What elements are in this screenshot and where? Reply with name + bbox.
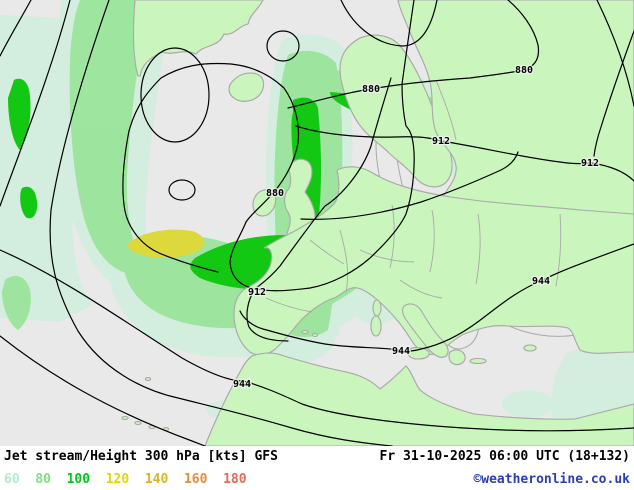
contour-label-layer: 880 880 880 912 912 912 944 944 944 (232, 64, 601, 392)
product-title: Jet stream/Height 300 hPa [kts] GFS (4, 449, 278, 464)
wind-speed-scale: 60 80 100 120 140 160 180 (4, 468, 253, 487)
contour-label-912-biscay: 912 (248, 287, 266, 298)
weather-map: 880 880 880 912 912 912 944 944 944 (0, 0, 634, 447)
valid-time-label: Fr 31-10-2025 06:00 UTC (18+132) (379, 449, 630, 464)
contour-912-west (246, 77, 392, 342)
scale-value-120: 120 (105, 472, 130, 487)
contour-closed-low (140, 47, 210, 143)
caption-bar: Jet stream/Height 300 hPa [kts] GFS Fr 3… (0, 446, 634, 490)
contour-944-east (239, 243, 634, 352)
scale-value-100: 100 (66, 472, 91, 487)
jet-shading-120kts (127, 229, 204, 258)
contour-944-west (0, 249, 634, 432)
country-borders (265, 79, 562, 313)
contour-label-912-finland: 912 (432, 136, 450, 147)
contour-label-880-russia: 880 (515, 65, 533, 76)
contour-label-880-norway: 880 (362, 84, 380, 95)
contour-880-north (287, 0, 540, 109)
scale-value-60: 60 (4, 472, 20, 487)
contour-label-880-ireland: 880 (266, 188, 284, 199)
scale-value-160: 160 (183, 472, 208, 487)
map-canvas: 880 880 880 912 912 912 944 944 944 (0, 0, 634, 447)
contour-912-north (295, 125, 634, 182)
scale-value-80: 80 (35, 472, 51, 487)
contour-label-944-sicily: 944 (392, 346, 410, 357)
contour-label-944-blacksea: 944 (532, 276, 550, 287)
jet-streak-core (127, 229, 204, 258)
contour-label-912-east: 912 (581, 158, 599, 169)
contour-880-inner (229, 0, 415, 292)
scale-value-180: 180 (223, 472, 247, 487)
copyright-label: ©weatheronline.co.uk (473, 472, 630, 487)
scale-value-140: 140 (144, 472, 169, 487)
contour-880-outer (122, 62, 300, 273)
contour-label-944-morocco: 944 (233, 379, 251, 390)
height-contours (0, 0, 634, 447)
